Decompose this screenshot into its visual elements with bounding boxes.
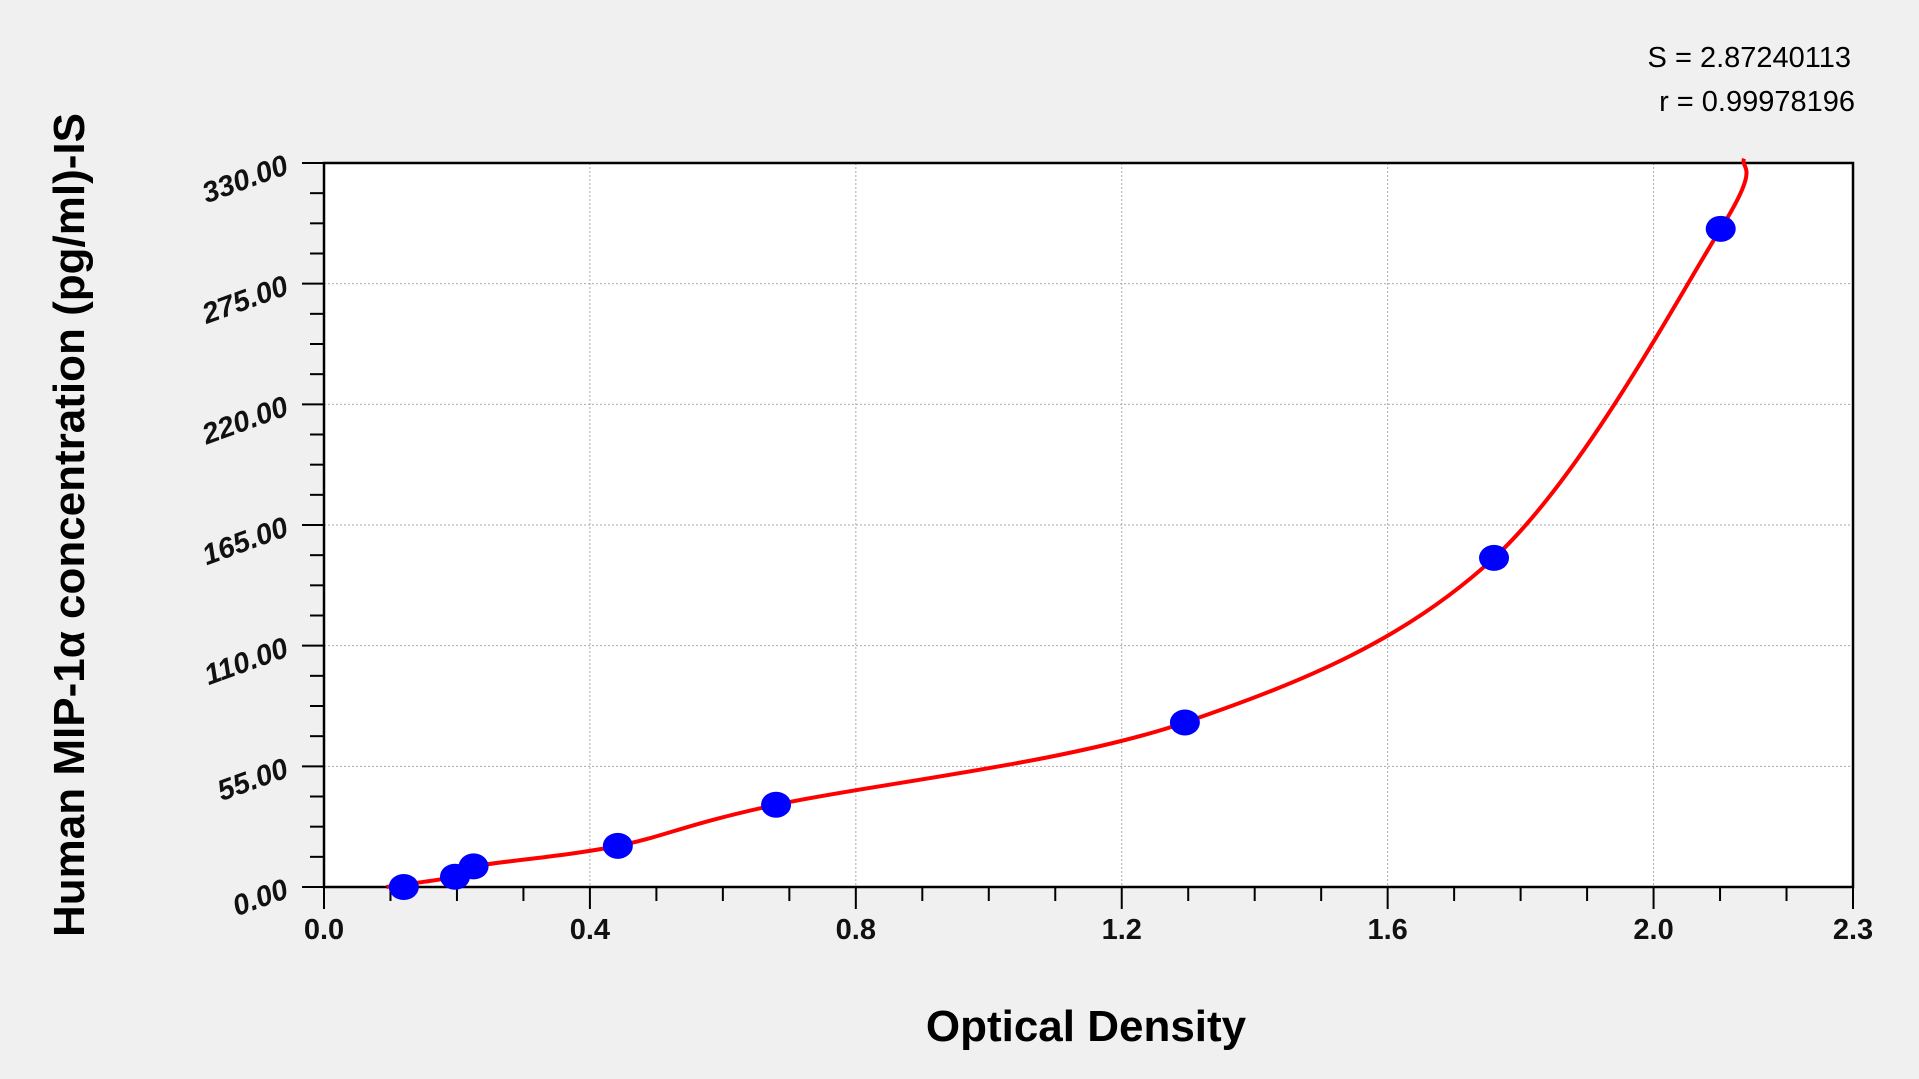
x-tick-label: 1.2 (1102, 914, 1142, 946)
y-tick-label: 330.00 (198, 150, 292, 210)
grid (324, 163, 1853, 887)
data-point (388, 874, 419, 900)
plot-frame (322, 161, 1855, 889)
data-point (458, 853, 489, 880)
y-tick-label: 55.00 (213, 753, 292, 808)
s-statistic: S = 2.87240113 (1648, 42, 1851, 74)
x-tick-label: 2.3 (1833, 914, 1873, 946)
x-tick-label: 1.6 (1367, 914, 1407, 946)
y-tick-label: 110.00 (200, 632, 292, 692)
x-tick-label: 0.8 (836, 914, 876, 946)
x-axis-title: Optical Density (926, 1002, 1247, 1051)
r-statistic: r = 0.99978196 (1659, 86, 1855, 118)
data-point (1169, 709, 1200, 736)
axis-ticks (302, 162, 1854, 909)
x-tick-label: 0.4 (570, 914, 610, 946)
y-tick-label: 0.00 (228, 874, 292, 923)
y-tick-label: 275.00 (197, 270, 292, 331)
data-point (1479, 544, 1510, 571)
x-tick-label: 0.0 (304, 914, 344, 946)
data-point (1705, 215, 1736, 242)
data-point (761, 791, 792, 818)
x-tick-label: 2.0 (1633, 914, 1673, 946)
y-axis-title: Human MIP-1α concentration (pg/ml)-IS (45, 113, 94, 937)
data-point (602, 832, 633, 859)
y-tick-label: 220.00 (197, 391, 292, 452)
data-points (388, 215, 1736, 900)
y-tick-label: 165.00 (198, 512, 292, 572)
